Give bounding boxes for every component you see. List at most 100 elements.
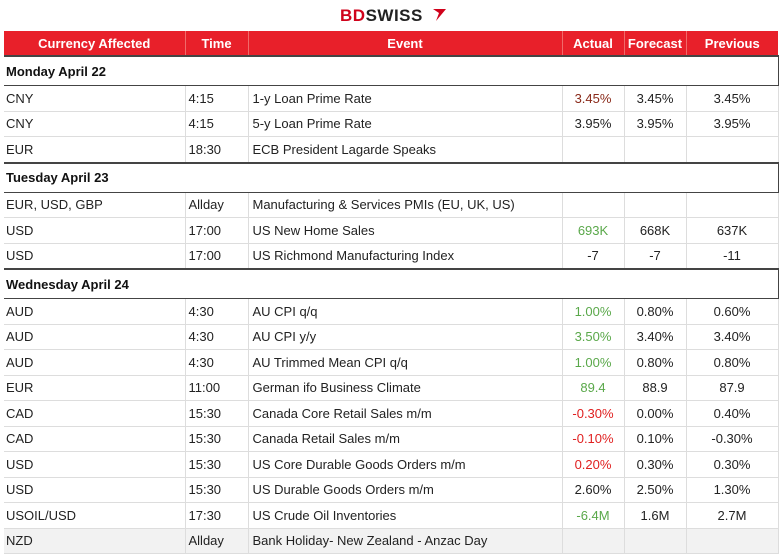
header-row: Currency Affected Time Event Actual Fore… — [4, 31, 778, 56]
actual-cell: 1.00% — [562, 349, 625, 376]
currency-cell: USD — [4, 217, 186, 244]
forecast-cell — [624, 136, 687, 163]
event-cell: ECB President Lagarde Speaks — [248, 136, 563, 163]
table-row: AUD 4:30 AU CPI q/q 1.00% 0.80% 0.60% — [4, 298, 779, 325]
day-label: Monday April 22 — [4, 55, 779, 86]
time-cell: 11:00 — [185, 375, 249, 401]
currency-cell: AUD — [4, 324, 186, 350]
time-cell: 15:30 — [185, 426, 249, 452]
forecast-cell: 0.00% — [624, 400, 687, 427]
actual-cell: -0.10% — [562, 426, 625, 452]
logo-swoosh-icon — [433, 9, 446, 21]
logo-text-bd: BD — [340, 6, 366, 25]
table-row: EUR, USD, GBP Allday Manufacturing & Servi… — [4, 192, 779, 218]
actual-cell: 3.50% — [562, 324, 625, 350]
actual-cell: 693K — [562, 217, 625, 244]
currency-cell: CNY — [4, 85, 186, 112]
table-row: CAD 15:30 Canada Retail Sales m/m -0.10% 0.1… — [4, 426, 779, 452]
day-label: Tuesday April 23 — [4, 161, 779, 193]
table-row: AUD 4:30 AU CPI y/y 3.50% 3.40% 3.40% — [4, 324, 779, 350]
actual-cell — [562, 136, 625, 163]
previous-cell: 0.60% — [686, 298, 779, 325]
forecast-cell: 1.6M — [624, 502, 687, 529]
table-row: EUR 11:00 German ifo Business Climate 89.4 8… — [4, 375, 779, 401]
table-row: CAD 15:30 Canada Core Retail Sales m/m -0.3… — [4, 400, 779, 427]
actual-cell — [562, 528, 625, 554]
time-cell: 18:30 — [185, 136, 249, 163]
currency-cell: EUR — [4, 136, 186, 163]
time-cell: 4:30 — [185, 324, 249, 350]
time-cell: 17:00 — [185, 217, 249, 244]
bdswiss-logo: BDSWISS — [340, 6, 450, 26]
forecast-cell: 3.95% — [624, 111, 687, 137]
previous-cell: -0.30% — [686, 426, 779, 452]
forecast-cell: -7 — [624, 243, 687, 270]
event-cell: Bank Holiday- New Zealand - Anzac Day — [248, 528, 563, 554]
actual-cell: 3.95% — [562, 111, 625, 137]
day-header-row: Monday April 22 — [4, 55, 779, 86]
previous-cell: 637K — [686, 217, 779, 244]
day-header-row: Tuesday April 23 — [4, 161, 779, 193]
event-cell: German ifo Business Climate — [248, 375, 563, 401]
forecast-cell: 0.30% — [624, 451, 687, 478]
forecast-cell: 0.80% — [624, 298, 687, 325]
table-row: USD 15:30 US Core Durable Goods Orders m/m… — [4, 451, 779, 478]
currency-cell: USD — [4, 477, 186, 503]
currency-cell: NZD — [4, 528, 186, 554]
col-header-currency: Currency Affected — [4, 31, 186, 56]
table-row: NZD Allday Bank Holiday- New Zealand - Anz… — [4, 528, 779, 554]
forecast-cell: 3.45% — [624, 85, 687, 112]
currency-cell: EUR, USD, GBP — [4, 192, 186, 218]
event-cell: AU CPI q/q — [248, 298, 563, 325]
logo-text-swiss: SWISS — [365, 6, 423, 25]
forecast-cell: 0.80% — [624, 349, 687, 376]
previous-cell: 0.30% — [686, 451, 779, 478]
table-row: USOIL/USD 17:30 US Crude Oil Inventories -6… — [4, 502, 779, 529]
event-cell: Manufacturing & Services PMIs (EU, UK, U… — [248, 192, 563, 218]
event-cell: US Durable Goods Orders m/m — [248, 477, 563, 503]
time-cell: 4:15 — [185, 85, 249, 112]
previous-cell: -11 — [686, 243, 779, 270]
col-header-forecast: Forecast — [624, 31, 687, 56]
previous-cell: 87.9 — [686, 375, 779, 401]
actual-cell: 0.20% — [562, 451, 625, 478]
event-cell: US New Home Sales — [248, 217, 563, 244]
time-cell: 4:30 — [185, 349, 249, 376]
table-row: AUD 4:30 AU Trimmed Mean CPI q/q 1.00% 0.80%… — [4, 349, 779, 376]
col-header-event: Event — [248, 31, 563, 56]
time-cell: 4:30 — [185, 298, 249, 325]
table-row: CNY 4:15 5-y Loan Prime Rate 3.95% 3.95% 3.95… — [4, 111, 779, 137]
event-cell: US Crude Oil Inventories — [248, 502, 563, 529]
forecast-cell: 2.50% — [624, 477, 687, 503]
event-cell: 1-y Loan Prime Rate — [248, 85, 563, 112]
forecast-cell: 668K — [624, 217, 687, 244]
actual-cell: -0.30% — [562, 400, 625, 427]
previous-cell: 3.40% — [686, 324, 779, 350]
event-cell: US Richmond Manufacturing Index — [248, 243, 563, 270]
previous-cell: 2.7M — [686, 502, 779, 529]
currency-cell: CAD — [4, 400, 186, 427]
col-header-actual: Actual — [562, 31, 625, 56]
col-header-time: Time — [185, 31, 249, 56]
time-cell: 15:30 — [185, 451, 249, 478]
event-cell: US Core Durable Goods Orders m/m — [248, 451, 563, 478]
actual-cell: 1.00% — [562, 298, 625, 325]
time-cell: Allday — [185, 192, 249, 218]
table-row: USD 15:30 US Durable Goods Orders m/m 2.60%… — [4, 477, 779, 503]
previous-cell — [686, 136, 779, 163]
calendar-body: Monday April 22 CNY 4:15 1-y Loan Prime Rat… — [4, 55, 779, 554]
forecast-cell — [624, 192, 687, 218]
time-cell: Allday — [185, 528, 249, 554]
time-cell: 15:30 — [185, 477, 249, 503]
actual-cell: -7 — [562, 243, 625, 270]
currency-cell: USD — [4, 243, 186, 270]
previous-cell — [686, 192, 779, 218]
day-header-row: Wednesday April 24 — [4, 268, 779, 299]
table-row: USD 17:00 US Richmond Manufacturing Index -… — [4, 243, 779, 270]
table-row: USD 17:00 US New Home Sales 693K 668K 637K — [4, 217, 779, 244]
col-header-previous: Previous — [686, 31, 778, 56]
time-cell: 17:30 — [185, 502, 249, 529]
actual-cell: -6.4M — [562, 502, 625, 529]
time-cell: 4:15 — [185, 111, 249, 137]
forecast-cell: 0.10% — [624, 426, 687, 452]
